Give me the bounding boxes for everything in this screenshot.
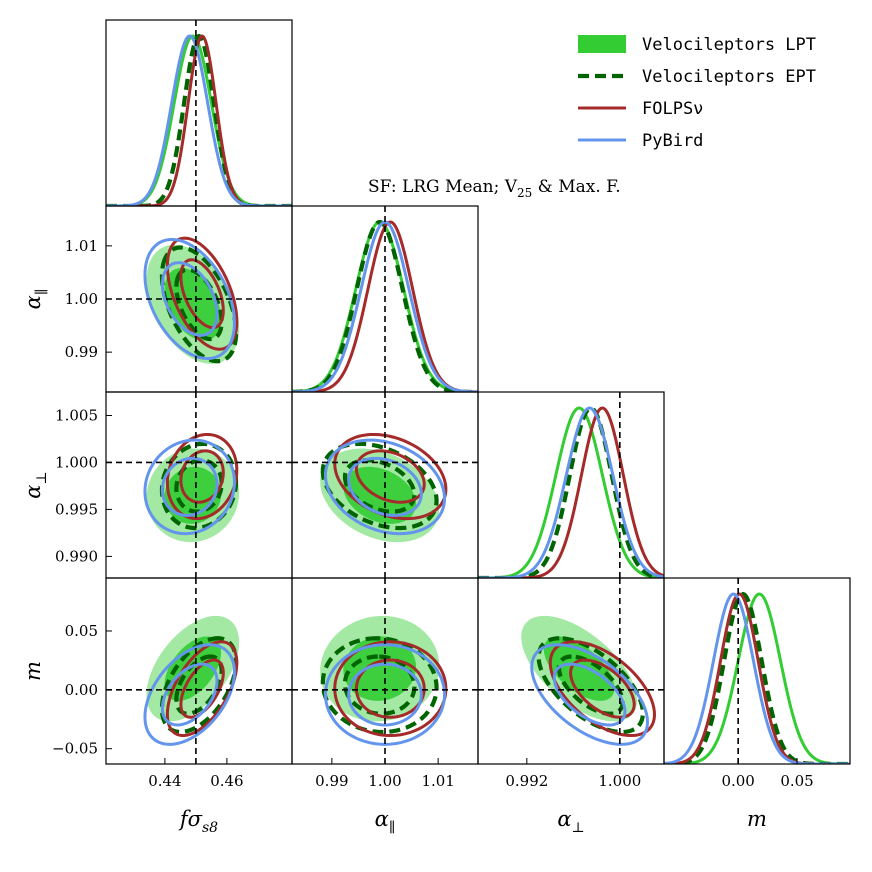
- x-axis-label-fs8: fσs8: [178, 807, 218, 836]
- y-tick-label: 0.05: [65, 622, 98, 640]
- contour-68-folpsν: [179, 658, 225, 719]
- legend: Velocileptors LPT Velocileptors EPT FOLPSν…: [578, 35, 816, 151]
- axis-labels-layer: fσs8 α∥ α⊥ m α∥ α⊥ m: [21, 289, 767, 836]
- x-tick-label: 0.46: [210, 772, 243, 790]
- y-axis-label-m: m: [21, 661, 45, 681]
- panel-m-vs-m: [664, 578, 850, 764]
- contour-68-pybird: [347, 456, 423, 517]
- x-tick-label: 0.992: [505, 772, 548, 790]
- x-tick-label: 1.01: [421, 772, 454, 790]
- y-tick-label: 1.000: [55, 453, 98, 471]
- contour-68-folpsν: [179, 258, 225, 330]
- y-axis-label-apar: α∥: [21, 289, 50, 310]
- contour-95-pybird: [143, 643, 236, 746]
- contour-68-folpsν: [569, 658, 636, 719]
- contour-95-folpsν: [333, 640, 448, 738]
- marginal-curve-velocileptors-lpt: [664, 592, 850, 764]
- x-axis-label-aperp: α⊥: [557, 807, 584, 836]
- legend-label-velocileptors-lpt: Velocileptors LPT: [642, 35, 816, 55]
- panel-aperp-vs-aperp: [478, 392, 664, 578]
- panel-frame: [663, 577, 851, 765]
- x-tick-label: 0.99: [315, 772, 348, 790]
- marginal-curve-velocileptors-ept: [106, 33, 292, 206]
- contour-95-pybird: [143, 237, 236, 361]
- x-tick-label: 1.00: [368, 772, 401, 790]
- marginal-curve-pybird: [106, 34, 292, 206]
- contour-95-velocileptors-ept: [536, 636, 645, 735]
- contour-95-pybird: [323, 438, 447, 536]
- legend-label-velocileptors-ept: Velocileptors EPT: [642, 67, 816, 87]
- contour-95-folpsν: [548, 640, 656, 738]
- x-tick-label: 1.000: [598, 772, 641, 790]
- tick-labels-layer: 0.44 0.46 0.99 1.00 1.01 0.992 1.000 0.00 0.05 0.…: [52, 237, 814, 790]
- contour-68-folpsν: [354, 658, 426, 719]
- legend-label-folpsν: FOLPSν: [642, 99, 703, 119]
- panel-apar-vs-fs8: [106, 206, 292, 392]
- panel-m-vs-aperp: [478, 578, 664, 764]
- contour-68-pybird: [347, 662, 423, 727]
- panel-m-vs-fs8: [106, 578, 292, 764]
- y-tick-label: 0.00: [65, 681, 98, 699]
- panel-apar-vs-apar: [292, 206, 478, 392]
- panel-fs8-vs-fs8: [106, 20, 292, 206]
- x-tick-label: 0.00: [721, 772, 754, 790]
- marginal-curve-pybird: [664, 592, 850, 764]
- marginal-curve-pybird: [478, 406, 664, 578]
- contour-68-velocileptors-ept: [174, 654, 224, 716]
- contour-68-folpsν: [354, 449, 426, 504]
- y-axis-label-aperp: α⊥: [21, 471, 50, 498]
- x-axis-label-m: m: [747, 807, 767, 831]
- contour-95-pybird: [530, 643, 649, 746]
- y-tick-label: 1.005: [55, 406, 98, 424]
- panel-aperp-vs-apar: [292, 392, 478, 578]
- contour-68-pybird: [160, 662, 219, 727]
- contour-68-pybird: [160, 261, 219, 337]
- y-tick-label: 1.01: [65, 237, 98, 255]
- contour-68-velocileptors-ept: [556, 654, 625, 716]
- legend-label-pybird: PyBird: [642, 131, 703, 151]
- contour-95-folpsν: [165, 640, 239, 738]
- contour-68-velocileptors-ept: [174, 267, 224, 342]
- contour-68-pybird: [552, 662, 627, 727]
- legend-swatch-velocileptors-lpt: [578, 35, 626, 53]
- y-tick-label: 0.995: [55, 500, 98, 518]
- contour-68-velocileptors-lpt: [343, 636, 417, 701]
- y-tick-label: 0.99: [65, 343, 98, 361]
- contour-95-pybird: [143, 438, 236, 536]
- panels-layer: [105, 19, 851, 765]
- x-tick-label: 0.05: [780, 772, 813, 790]
- contour-95-velocileptors-ept: [320, 441, 439, 531]
- contour-95-velocileptors-ept: [320, 636, 439, 735]
- contour-95-pybird: [323, 643, 447, 746]
- x-tick-label: 0.44: [148, 772, 181, 790]
- contour-68-pybird: [160, 456, 219, 517]
- x-axis-label-apar: α∥: [375, 807, 396, 836]
- panel-aperp-vs-fs8: [106, 392, 292, 578]
- y-tick-label: 1.00: [65, 290, 98, 308]
- annotation-text: SF: LRG Mean; V25 & Max. F.: [368, 177, 621, 200]
- contour-68-velocileptors-lpt: [543, 636, 615, 701]
- contour-95-folpsν: [165, 432, 239, 521]
- panel-m-vs-apar: [292, 578, 478, 764]
- y-tick-label: 0.990: [55, 547, 98, 565]
- y-tick-label: −0.05: [52, 740, 98, 758]
